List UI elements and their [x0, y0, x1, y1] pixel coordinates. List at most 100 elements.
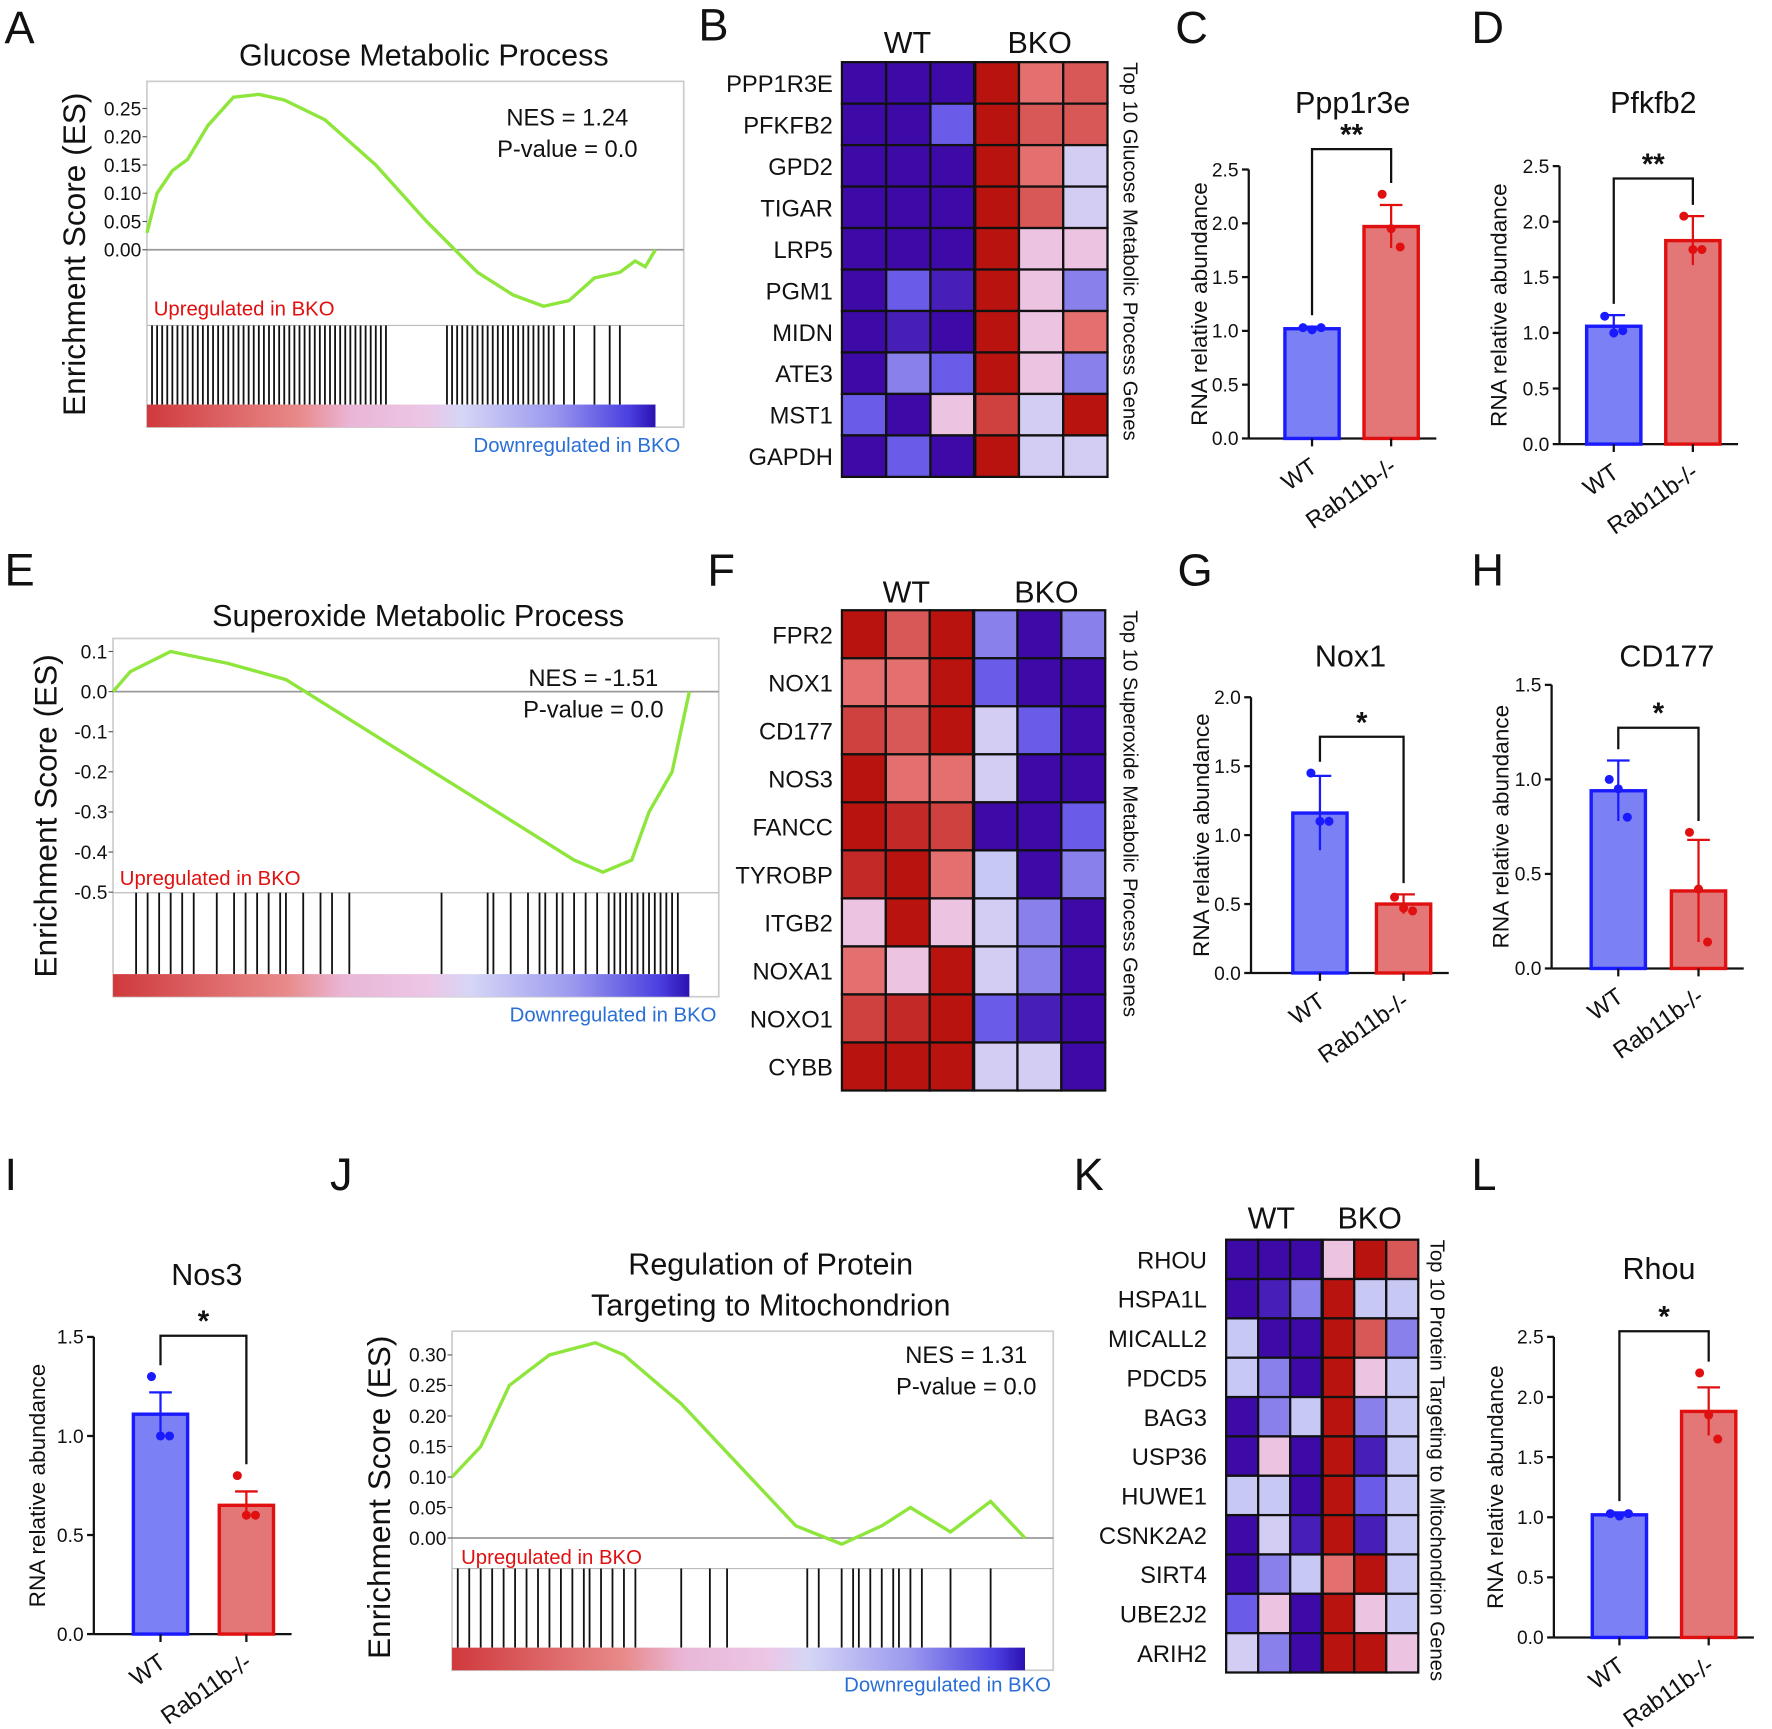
significance-stars: *	[198, 1305, 210, 1338]
heatmap-cell	[1062, 226, 1109, 271]
bar-wt	[1590, 1513, 1649, 1640]
bar-chart-H	[1544, 683, 1744, 977]
heatmap-cell	[929, 392, 976, 437]
heatmap-cell	[1385, 1474, 1420, 1517]
y-tick-label: 0.20	[409, 1407, 446, 1428]
heatmap-cell	[840, 657, 887, 708]
bar-rab11b-ko	[1664, 238, 1722, 446]
heatmap-cell	[929, 434, 976, 479]
heatmap-cell	[1060, 609, 1107, 660]
heatmap-cell	[929, 351, 976, 396]
heatmap-cell	[929, 143, 976, 188]
heatmap-F	[840, 609, 1107, 1092]
heatmap-cell	[972, 945, 1019, 996]
heatmap-cell	[1017, 434, 1065, 479]
significance-stars: *	[1653, 697, 1665, 730]
rank-color-bar	[146, 404, 656, 428]
heatmap-cell	[1016, 897, 1063, 948]
data-point	[1609, 328, 1619, 338]
heatmap-cell	[1017, 102, 1065, 147]
x-category-label: Rab11b-/-	[157, 1649, 257, 1729]
bar-rab11b-ko	[1374, 902, 1433, 975]
chart-title: Pfkfb2	[1610, 86, 1696, 120]
heatmap-cell	[972, 897, 1019, 948]
heatmap-cell	[1385, 1632, 1420, 1674]
y-tick-label: 0.0	[1515, 959, 1542, 980]
heatmap-cell	[972, 705, 1019, 756]
y-tick-label: 0.0	[1517, 1628, 1544, 1649]
panel-letter-I: I	[5, 1149, 18, 1200]
upregulated-label: Upregulated in BKO	[461, 1547, 642, 1569]
x-category-label: Rab11b-/-	[1301, 454, 1401, 535]
y-tick-label: -0.2	[74, 763, 107, 784]
heatmap-cell	[928, 945, 975, 996]
y-tick-label: 0.0	[1214, 964, 1241, 985]
gene-label: TYROBP	[735, 863, 833, 889]
data-point	[1316, 323, 1326, 333]
y-tick-label: 0.5	[1517, 1568, 1544, 1589]
side-label: Top 10 Glucose Metabolic Process Genes	[1118, 62, 1140, 441]
heatmap-cell	[928, 753, 975, 804]
y-tick-label: 0.05	[104, 212, 141, 233]
heatmap-cell	[885, 434, 932, 479]
gene-label: ITGB2	[764, 911, 833, 937]
bar-wt	[1283, 327, 1341, 441]
gsea-plot-E	[108, 637, 720, 998]
heatmap-cell	[1225, 1395, 1260, 1438]
heatmap-cell	[1225, 1513, 1260, 1556]
heatmap-cell	[972, 1041, 1019, 1092]
upregulated-label: Upregulated in BKO	[120, 868, 301, 890]
heatmap-cell	[1257, 1277, 1292, 1320]
panel-letter-G: G	[1178, 544, 1213, 595]
heatmap-cell	[884, 849, 931, 900]
heatmap-cell	[1385, 1238, 1420, 1281]
bar-chart-D	[1552, 164, 1739, 453]
heatmap-cell	[929, 61, 976, 105]
heatmap-cell	[928, 609, 975, 660]
data-point	[1604, 774, 1614, 784]
heatmap-cell	[928, 897, 975, 948]
heatmap-cell	[1062, 392, 1109, 437]
heatmap-cell	[1289, 1395, 1324, 1438]
downregulated-label: Downregulated in BKO	[844, 1675, 1051, 1697]
heatmap-cell	[1016, 849, 1063, 900]
heatmap-cell	[840, 801, 887, 852]
heatmap-cell	[1225, 1277, 1260, 1320]
nes-label: NES = 1.24	[506, 105, 628, 131]
heatmap-cell	[840, 351, 888, 396]
gene-label: NOS3	[768, 767, 833, 793]
heatmap-cell	[929, 102, 976, 147]
bar-wt	[131, 1412, 190, 1636]
y-tick-label: 0.0	[1212, 429, 1239, 450]
heatmap-cell	[885, 143, 932, 188]
significance-stars: **	[1340, 119, 1363, 152]
heatmap-cell	[1385, 1553, 1420, 1595]
heatmap-cell	[973, 309, 1021, 354]
y-tick-label: 0.5	[1515, 865, 1542, 886]
heatmap-cell	[1017, 309, 1065, 354]
heatmap-cell	[885, 61, 932, 105]
heatmap-cell	[1225, 1592, 1260, 1635]
data-point	[1408, 906, 1418, 916]
y-axis-label: Enrichment Score (ES)	[56, 93, 92, 416]
significance-bracket	[1612, 177, 1694, 304]
heatmap-cell	[1289, 1474, 1324, 1517]
group-header-wt: WT	[883, 575, 930, 609]
bar-chart-G	[1244, 696, 1449, 981]
heatmap-cell	[1289, 1592, 1324, 1635]
data-point	[250, 1510, 260, 1520]
heatmap-cell	[1225, 1238, 1260, 1281]
panel-letter-E: E	[5, 544, 35, 595]
heatmap-cell	[1225, 1632, 1260, 1674]
heatmap-cell	[1385, 1317, 1420, 1359]
y-tick-label: 0.30	[409, 1346, 446, 1367]
y-axis-label: RNA relative abundance	[1189, 713, 1214, 957]
heatmap-cell	[840, 268, 888, 313]
heatmap-cell	[884, 897, 931, 948]
heatmap-cell	[1016, 1041, 1063, 1092]
y-axis-label: RNA relative abundance	[1489, 705, 1514, 949]
heatmap-cell	[840, 945, 887, 996]
heatmap-cell	[1060, 945, 1107, 996]
heatmap-cell	[1257, 1395, 1292, 1438]
gene-label: FPR2	[772, 623, 833, 649]
